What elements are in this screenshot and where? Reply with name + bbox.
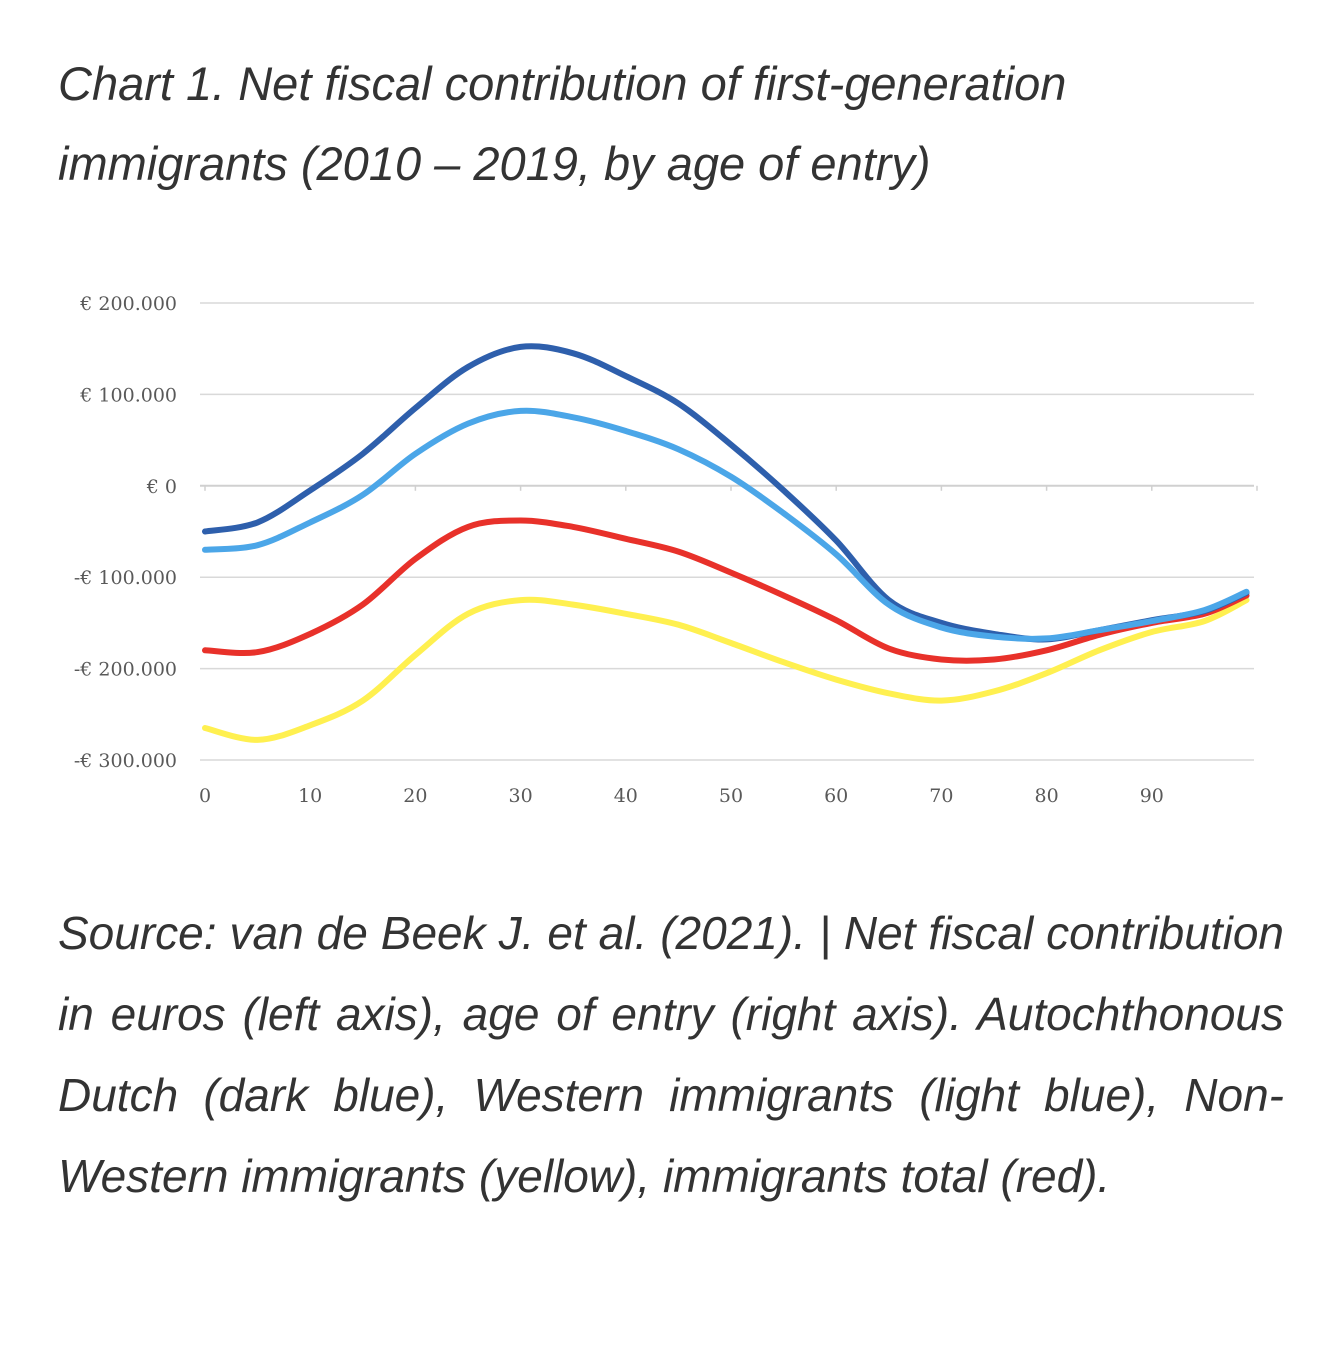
y-tick-label: -€ 100.000 [74, 567, 177, 589]
y-tick-label: -€ 300.000 [74, 750, 177, 772]
x-tick-label: 70 [929, 785, 953, 807]
chart-title: Chart 1. Net fiscal contribution of firs… [58, 57, 1067, 190]
line-chart: € 200.000 € 100.000 € 0 -€ 100.000 -€ 200.00… [74, 293, 1258, 807]
source-caption: Source: van de Beek J. et al. (2021). | … [58, 907, 1284, 1202]
x-tick-label: 0 [199, 785, 211, 807]
series-line-4 [202, 596, 1250, 743]
y-tick-label: -€ 200.000 [74, 659, 177, 681]
x-tick-label: 90 [1140, 785, 1164, 807]
x-tick-label: 80 [1035, 785, 1059, 807]
x-axis-tick-labels: 0 10 20 30 40 50 60 70 80 90 [199, 785, 1164, 807]
x-tick-label: 60 [824, 785, 848, 807]
x-tick-label: 20 [403, 785, 427, 807]
x-tick-label: 50 [719, 785, 743, 807]
gridlines [200, 302, 1254, 761]
x-tick-label: 30 [509, 785, 533, 807]
y-axis-tick-labels: € 200.000 € 100.000 € 0 -€ 100.000 -€ 200.00… [74, 293, 177, 772]
series-line-3 [202, 517, 1250, 664]
y-tick-label: € 100.000 [79, 384, 177, 406]
series-lines [202, 343, 1250, 743]
series-line-2 [202, 407, 1250, 642]
x-tick-label: 10 [298, 785, 322, 807]
y-tick-label: € 0 [146, 476, 177, 498]
x-tick-label: 40 [614, 785, 638, 807]
axes [200, 484, 1258, 491]
y-tick-label: € 200.000 [79, 293, 177, 315]
